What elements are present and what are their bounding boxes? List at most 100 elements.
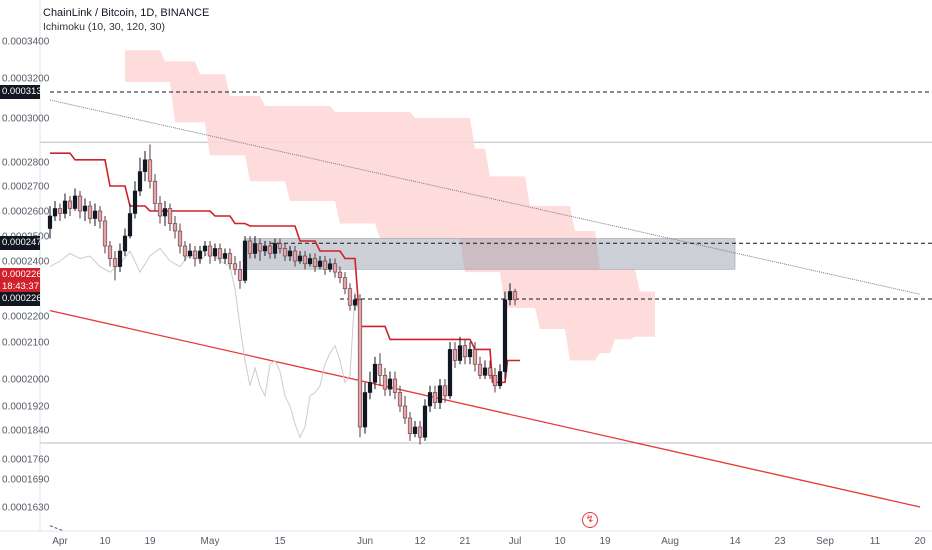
candle — [197, 246, 203, 264]
candle-body — [152, 180, 158, 204]
time-tick-label: 12 — [414, 536, 426, 547]
candle — [267, 241, 273, 259]
candle — [217, 243, 223, 264]
candle-body — [102, 220, 108, 247]
time-tick-label: Apr — [52, 536, 68, 547]
candle — [222, 248, 228, 264]
candle — [112, 251, 118, 281]
candle-body — [512, 291, 518, 301]
candle — [182, 241, 188, 261]
candle — [297, 251, 303, 264]
candle — [492, 367, 498, 393]
candle — [232, 256, 238, 275]
candle — [357, 294, 363, 438]
candle — [302, 251, 308, 270]
price-tick-label: 0.0001690 — [2, 475, 50, 486]
candle-body — [432, 392, 438, 403]
candle-body — [377, 363, 383, 376]
candle-body — [87, 205, 93, 219]
candle-body — [397, 392, 403, 407]
candle — [192, 246, 198, 267]
time-tick-label: May — [201, 536, 220, 547]
candle — [287, 246, 293, 261]
candle-body — [317, 260, 323, 267]
candle-body — [122, 235, 128, 252]
candle-body — [307, 258, 313, 265]
candle-body — [452, 349, 458, 361]
candle — [212, 243, 218, 261]
candle-body — [92, 210, 98, 219]
candle-body — [57, 208, 63, 214]
candle — [207, 241, 213, 264]
price-tick-label: 0.0002800 — [2, 158, 50, 169]
time-tick-label: 23 — [774, 536, 786, 547]
candle-body — [262, 245, 268, 252]
current-price-tag: 0.0002263 18:43:37 — [0, 268, 47, 294]
lightning-icon[interactable]: ↯ — [582, 512, 598, 528]
candle-body — [352, 299, 358, 306]
candle — [67, 196, 73, 216]
candle — [457, 336, 463, 365]
candle-body — [487, 367, 493, 376]
kijun-line-path — [50, 152, 520, 384]
candle-body — [292, 250, 298, 262]
candle — [47, 206, 53, 239]
candle — [362, 382, 368, 434]
price-axis: 0.0003400 0.0003200 0.0003000 0.0002800 0.00… — [0, 0, 50, 531]
candle — [162, 201, 168, 226]
indicator-label[interactable]: Ichimoku (10, 30, 120, 30) — [43, 21, 165, 33]
trendline-gray — [49, 99, 921, 295]
candle-body — [282, 248, 288, 257]
candle-body — [447, 349, 453, 397]
trendline-red — [49, 309, 921, 508]
candle-body — [482, 367, 488, 376]
candle — [277, 238, 283, 254]
symbol-title[interactable]: ChainLink / Bitcoin, 1D, BINANCE — [43, 7, 210, 19]
bar-countdown: 18:43:37 — [2, 281, 39, 292]
candle-body — [442, 385, 448, 397]
time-tick-label: 19 — [599, 536, 611, 547]
candle-body — [182, 245, 188, 257]
candle-body — [367, 382, 373, 393]
candle — [72, 188, 78, 211]
price-tag-last: 0.0002263 — [0, 292, 47, 306]
candle — [62, 193, 68, 219]
candle-body — [477, 363, 483, 376]
candle — [122, 228, 128, 256]
chart-gridlines — [40, 141, 932, 444]
candle-body — [167, 208, 173, 224]
candle — [247, 236, 253, 259]
candle — [382, 367, 388, 396]
candle — [452, 342, 458, 368]
price-tick-label: 0.0003400 — [2, 37, 50, 48]
candle-body — [117, 250, 123, 267]
candle-body — [327, 263, 333, 270]
time-tick-label: 15 — [274, 536, 286, 547]
candle — [427, 385, 433, 412]
current-price-text: 0.0002263 — [2, 269, 47, 280]
candle-body — [227, 253, 233, 265]
candle-body — [392, 378, 398, 393]
candle-body — [312, 258, 318, 267]
candle-body — [157, 203, 163, 217]
time-tick-label: 10 — [554, 536, 566, 547]
candle-body — [62, 200, 68, 214]
candle-body — [132, 190, 138, 214]
time-tick-label: 10 — [99, 536, 111, 547]
candle — [187, 243, 193, 259]
time-tick-label: 20 — [914, 536, 926, 547]
candle-body — [277, 243, 283, 249]
candle-body — [192, 250, 198, 259]
price-tick-label: 0.0002600 — [2, 207, 50, 218]
candle — [367, 371, 373, 400]
candle-body — [437, 385, 443, 403]
candle-body — [47, 215, 53, 229]
candle — [87, 201, 93, 224]
lagging-span — [49, 247, 356, 439]
candle — [152, 174, 158, 211]
candle — [82, 198, 88, 221]
candle-body — [287, 250, 293, 257]
candle — [52, 201, 58, 221]
candle — [117, 243, 123, 273]
